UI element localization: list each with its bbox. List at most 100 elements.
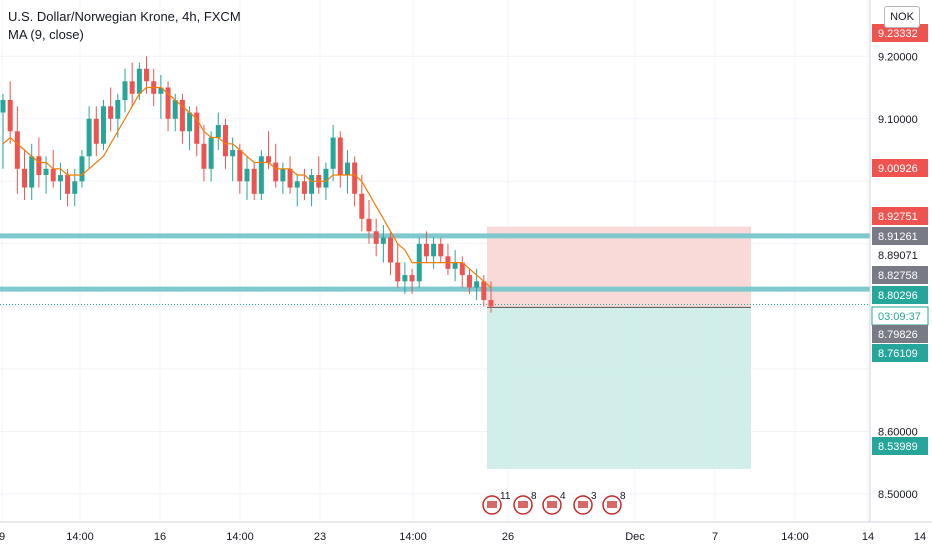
x-tick-label: 23: [314, 531, 326, 543]
x-tick-label: Dec: [625, 531, 645, 543]
candle-body: [29, 156, 35, 188]
currency-button[interactable]: NOK: [884, 6, 920, 28]
candle-body: [402, 275, 408, 282]
candle-body: [237, 150, 243, 182]
candle-body: [309, 175, 315, 194]
price-label: 8.76109: [878, 348, 918, 360]
candle-body: [466, 275, 472, 288]
candle-body: [144, 68, 150, 82]
x-tick-label: 26: [502, 531, 514, 543]
x-tick-label: 16: [154, 531, 166, 543]
candle-body: [266, 156, 272, 163]
candle-body: [201, 143, 207, 169]
x-tick-label: 14:00: [226, 531, 254, 543]
candle-body: [366, 218, 372, 232]
candle-body: [323, 168, 329, 188]
event-count: 3: [591, 491, 597, 502]
candle-body: [129, 81, 135, 94]
candle-body: [36, 156, 42, 176]
candle-body: [172, 100, 178, 119]
price-label: 03:09:37: [878, 311, 921, 323]
event-flag-stripe: [547, 501, 557, 508]
candle-body: [43, 168, 49, 176]
y-tick-label: 8.50000: [878, 489, 918, 501]
price-label-box: [872, 325, 928, 343]
candle-body: [423, 243, 429, 257]
price-label: 9.00926: [878, 163, 918, 175]
event-count: 11: [500, 491, 511, 502]
candle-body: [481, 281, 487, 301]
candle-body: [187, 112, 193, 132]
candle-body: [244, 168, 250, 182]
candle-body: [79, 156, 85, 182]
chart-legend: U.S. Dollar/Norwegian Krone, 4h, FXCM MA…: [8, 8, 241, 44]
candle-body: [330, 137, 336, 169]
candle-body: [14, 131, 20, 169]
symbol-title: U.S. Dollar/Norwegian Krone, 4h, FXCM: [8, 9, 241, 24]
candle-body: [287, 168, 293, 188]
indicator-label[interactable]: MA (9, close): [8, 27, 84, 42]
price-label-box: [872, 286, 928, 304]
stop-loss-zone[interactable]: [487, 226, 751, 308]
x-tick-label: 14:00: [781, 531, 809, 543]
price-label-box: [872, 344, 928, 362]
candle-body: [273, 162, 279, 182]
price-label-box: [872, 437, 928, 455]
y-tick-label: 9.20000: [878, 51, 918, 63]
event-flag-stripe: [607, 501, 617, 508]
take-profit-zone[interactable]: [487, 307, 751, 469]
candle-body: [452, 262, 458, 269]
candle-body: [86, 118, 92, 157]
price-label: 8.82758: [878, 270, 918, 282]
candle-body: [57, 175, 63, 182]
candle-body: [431, 243, 437, 257]
price-label-box: [872, 24, 928, 42]
event-flag-stripe: [487, 501, 497, 508]
price-label-box: [872, 266, 928, 284]
candle-body: [395, 262, 401, 282]
candle-body: [474, 281, 480, 288]
candle-body: [280, 168, 286, 182]
price-label: 8.92751: [878, 211, 918, 223]
price-label: 8.89071: [878, 250, 918, 262]
candle-body: [344, 162, 350, 176]
event-count: 8: [531, 491, 537, 502]
candle-body: [0, 100, 6, 113]
price-label: 8.53989: [878, 441, 918, 453]
price-label-box: [872, 227, 928, 245]
x-tick-label: 14: [914, 531, 926, 543]
candle-body: [22, 168, 28, 188]
event-flag-stripe: [578, 501, 588, 508]
candle-body: [301, 181, 307, 194]
candle-body: [294, 181, 300, 188]
candle-body: [122, 81, 128, 101]
candle-body: [459, 262, 465, 276]
x-tick-label: 14:00: [66, 531, 94, 543]
candle-body: [222, 125, 228, 157]
candle-body: [72, 181, 78, 194]
price-label: 9.23332: [878, 28, 918, 40]
event-count: 8: [620, 491, 626, 502]
candle-body: [208, 137, 214, 169]
candle-body: [409, 275, 415, 282]
x-tick-label: 7: [712, 531, 718, 543]
candle-body: [438, 243, 444, 257]
candle-body: [50, 168, 56, 182]
candle-body: [136, 68, 142, 94]
price-label: 8.91261: [878, 231, 918, 243]
candle-body: [380, 237, 386, 244]
price-label: 8.80296: [878, 290, 918, 302]
y-tick-label: 9.10000: [878, 114, 918, 126]
x-tick-label: 14:00: [399, 531, 427, 543]
candle-body: [215, 125, 221, 138]
candle-body: [337, 137, 343, 176]
price-label: 8.79826: [878, 329, 918, 341]
candle-body: [165, 87, 171, 119]
candle-body: [251, 168, 257, 194]
candle-body: [488, 300, 494, 307]
price-label-box: [872, 207, 928, 225]
candle-body: [258, 156, 264, 194]
candle-body: [158, 87, 164, 94]
